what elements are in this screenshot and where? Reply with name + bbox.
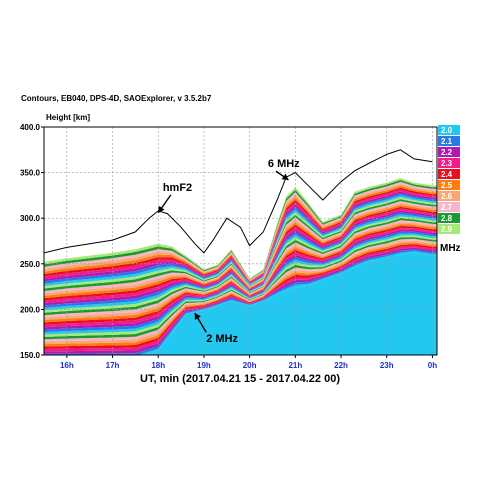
legend-swatch <box>438 169 460 179</box>
grid <box>44 126 437 356</box>
contour-band <box>44 203 437 296</box>
legend-label: 2.0 <box>441 126 453 135</box>
contour-bands <box>44 178 437 355</box>
legend-label: 2.7 <box>441 203 453 212</box>
contour-band <box>44 189 437 284</box>
x-tick-label: 19h <box>197 361 211 370</box>
contour-band <box>44 249 437 355</box>
legend-swatch <box>438 180 460 190</box>
legend-swatch <box>438 224 460 234</box>
y-axis-label: Height [km] <box>46 113 90 122</box>
x-tick-label: 17h <box>106 361 120 370</box>
legend-unit: MHz <box>440 243 461 254</box>
contour-band <box>44 235 437 337</box>
contour-band <box>44 191 437 284</box>
legend-label: 2.2 <box>441 148 453 157</box>
contour-band <box>44 247 437 354</box>
legend: 2.0 2.1 2.2 2.3 2.4 2.5 2.6 2.7 2.8 2.9 <box>438 125 460 234</box>
legend-label: 2.1 <box>441 137 453 146</box>
annotations: hmF2 6 MHz 2 MHz <box>157 158 300 345</box>
legend-label: 2.9 <box>441 225 453 234</box>
legend-label: 2.5 <box>441 181 453 190</box>
y-tick-label: 150.0 <box>20 351 41 360</box>
x-tick-label: 18h <box>151 361 165 370</box>
x-tick-label: 0h <box>428 361 437 370</box>
series-line-hmf2 <box>44 149 433 254</box>
annotation-arrowhead <box>281 173 289 180</box>
x-tick-label: 21h <box>288 361 302 370</box>
legend-label: 2.4 <box>441 170 453 179</box>
legend-swatch <box>438 202 460 212</box>
legend-label: 2.3 <box>441 159 453 168</box>
legend-swatch <box>438 213 460 223</box>
x-tick-label: 22h <box>334 361 348 370</box>
legend-swatch <box>438 158 460 168</box>
annotation-label: 6 MHz <box>268 158 300 170</box>
plot-frame <box>43 126 438 356</box>
series-lines <box>44 149 433 254</box>
x-tick-label: 20h <box>243 361 257 370</box>
x-axis-label: UT, min (2017.04.21 15 - 2017.04.22 00) <box>140 373 340 385</box>
annotation-arrowhead <box>158 205 165 213</box>
y-tick-label: 300.0 <box>20 214 41 223</box>
annotation-label: 2 MHz <box>206 333 238 345</box>
annotation-arrowhead <box>194 313 201 320</box>
contour-band <box>44 237 437 340</box>
contour-band <box>44 233 437 335</box>
legend-label: 2.8 <box>441 214 453 223</box>
annotation-label: hmF2 <box>163 182 192 194</box>
y-tick-label: 250.0 <box>20 260 41 269</box>
legend-swatch <box>438 147 460 157</box>
legend-swatch <box>438 125 460 135</box>
y-axis: 150.0 200.0 250.0 300.0 350.0 400.0 <box>20 123 44 360</box>
y-tick-label: 200.0 <box>20 305 41 314</box>
chart-title: Contours, EB040, DPS-4D, SAOExplorer, v … <box>21 94 212 103</box>
y-tick-label: 350.0 <box>20 169 41 178</box>
x-axis: 16h 17h 18h 19h 20h 21h 22h 23h 0h <box>60 355 437 370</box>
plot-area <box>43 126 438 356</box>
x-tick-label: 16h <box>60 361 74 370</box>
legend-swatch <box>438 191 460 201</box>
contour-band <box>44 252 437 355</box>
legend-label: 2.6 <box>441 192 453 201</box>
x-tick-label: 23h <box>380 361 394 370</box>
y-tick-label: 400.0 <box>20 123 41 132</box>
contour-band <box>44 183 437 282</box>
legend-swatch <box>438 136 460 146</box>
